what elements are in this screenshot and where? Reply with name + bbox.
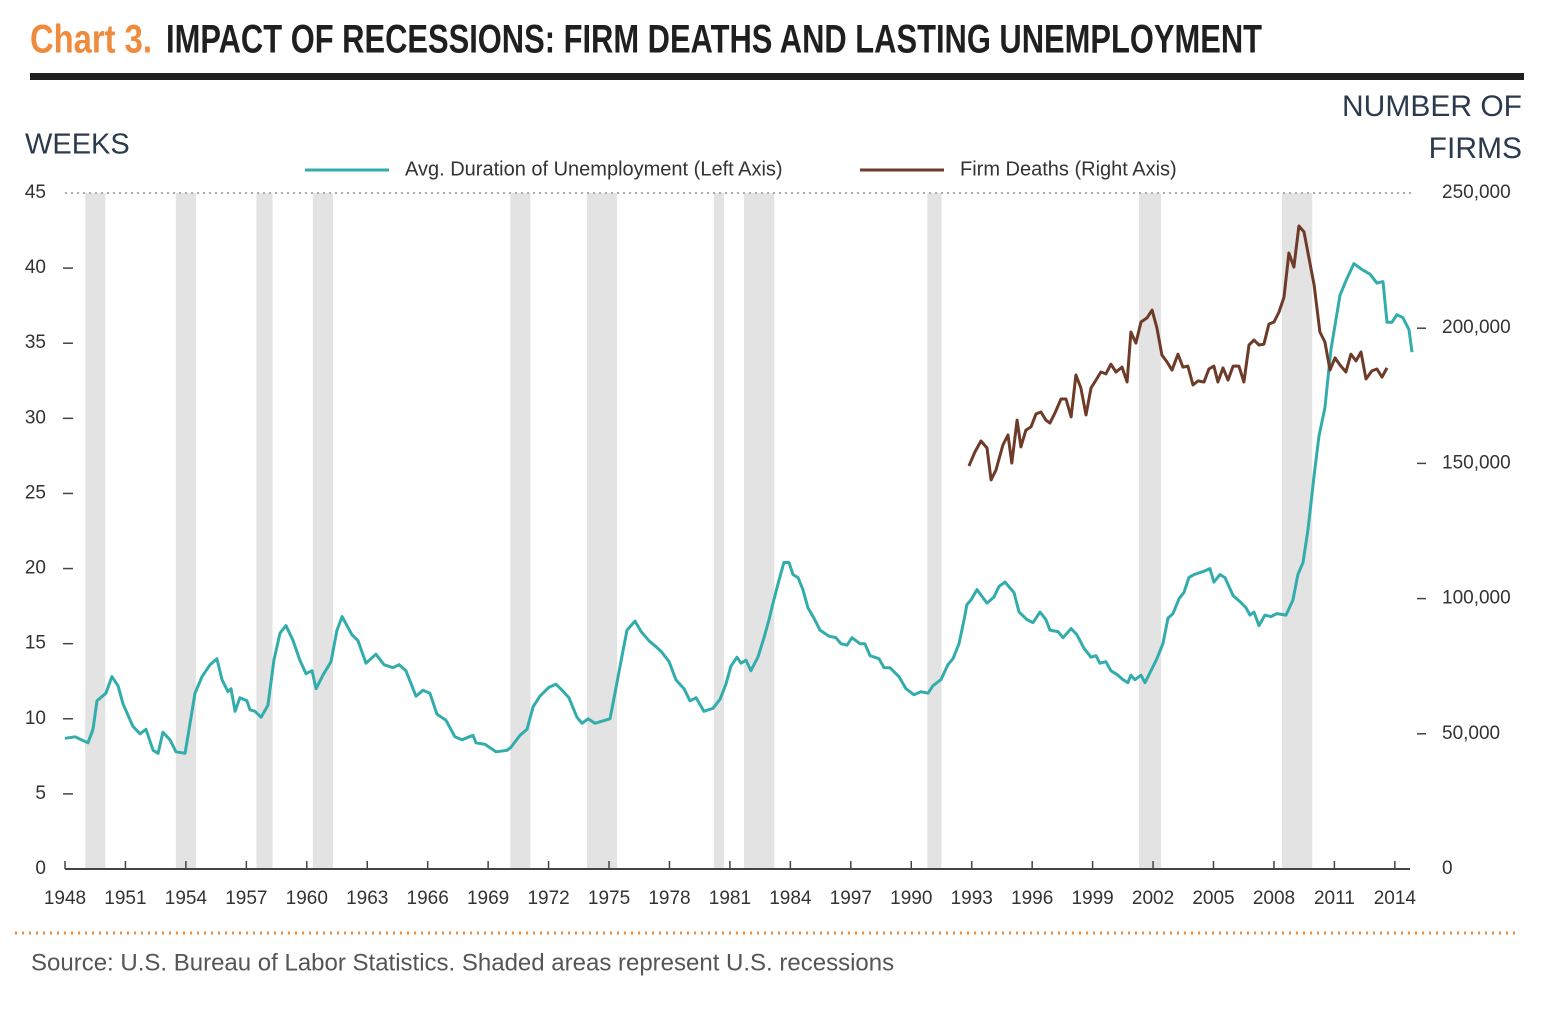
x-tick-label: 1997 xyxy=(830,888,872,909)
x-tick-label: 1981 xyxy=(709,888,751,909)
y2-tick-label: 50,000 xyxy=(1442,723,1500,744)
x-tick-label: 2008 xyxy=(1253,888,1295,909)
x-tick-label: 2011 xyxy=(1314,888,1355,909)
legend-label: Firm Deaths (Right Axis) xyxy=(960,158,1177,180)
x-tick-label: 1975 xyxy=(588,888,630,909)
recession-band xyxy=(586,193,618,869)
y-tick-label: 25 xyxy=(25,482,46,503)
recession-band xyxy=(510,193,531,869)
recession-band xyxy=(312,193,333,869)
y-tick-label: 0 xyxy=(35,858,46,879)
y-tick-label: 35 xyxy=(25,332,46,353)
x-tick-label: 2014 xyxy=(1374,888,1417,909)
y-tick-label: 10 xyxy=(25,708,46,729)
recession-band xyxy=(175,193,196,869)
x-tick-label: 2005 xyxy=(1192,888,1234,909)
x-tick-label: 1960 xyxy=(286,888,328,909)
x-tick-label: 1948 xyxy=(44,888,86,909)
x-tick-label: 1969 xyxy=(467,888,509,909)
legend-label: Avg. Duration of Unemployment (Left Axis… xyxy=(405,158,783,180)
data-line xyxy=(64,262,1414,755)
x-tick-label: 1951 xyxy=(104,888,146,909)
x-tick-label: 1963 xyxy=(346,888,388,909)
y-tick-label: 45 xyxy=(25,182,46,203)
y-tick-label: 15 xyxy=(25,633,46,654)
x-tick-label: 1984 xyxy=(769,888,812,909)
recession-band xyxy=(256,193,273,869)
x-tick-label: 1978 xyxy=(648,888,690,909)
y-axis-title: WEEKS xyxy=(25,129,130,161)
recession-band xyxy=(927,193,942,869)
recession-band xyxy=(1138,193,1162,869)
x-tick-label: 1966 xyxy=(407,888,449,909)
y-tick-label: 5 xyxy=(35,783,46,804)
x-tick-label: 1993 xyxy=(951,888,993,909)
recession-band xyxy=(744,193,775,869)
x-tick-label: 1996 xyxy=(1011,888,1053,909)
x-tick-label: 1990 xyxy=(890,888,932,909)
x-tick-label: 1972 xyxy=(527,888,569,909)
recession-band xyxy=(713,193,724,869)
y-tick-label: 30 xyxy=(25,407,46,428)
y2-tick-label: 250,000 xyxy=(1442,182,1511,203)
source-note: Source: U.S. Bureau of Labor Statistics.… xyxy=(31,949,894,976)
data-line xyxy=(967,224,1389,482)
y-tick-label: 40 xyxy=(25,257,46,278)
y2-tick-label: 150,000 xyxy=(1442,452,1511,473)
x-tick-label: 1954 xyxy=(165,888,208,909)
y2-tick-label: 100,000 xyxy=(1442,588,1511,609)
title-rule xyxy=(30,73,1524,80)
y2-tick-label: 0 xyxy=(1442,858,1453,879)
x-tick-label: 2002 xyxy=(1132,888,1174,909)
recession-band xyxy=(85,193,106,869)
y2-tick-label: 200,000 xyxy=(1442,317,1511,338)
x-tick-label: 1957 xyxy=(225,888,267,909)
chart-title-label: Chart 3. xyxy=(30,18,152,62)
y2-axis-title: NUMBER OF FIRMS xyxy=(1342,90,1522,165)
x-tick-label: 1999 xyxy=(1071,888,1113,909)
chart-title: IMPACT OF RECESSIONS: FIRM DEATHS AND LA… xyxy=(166,18,1262,62)
y-tick-label: 20 xyxy=(25,558,46,579)
